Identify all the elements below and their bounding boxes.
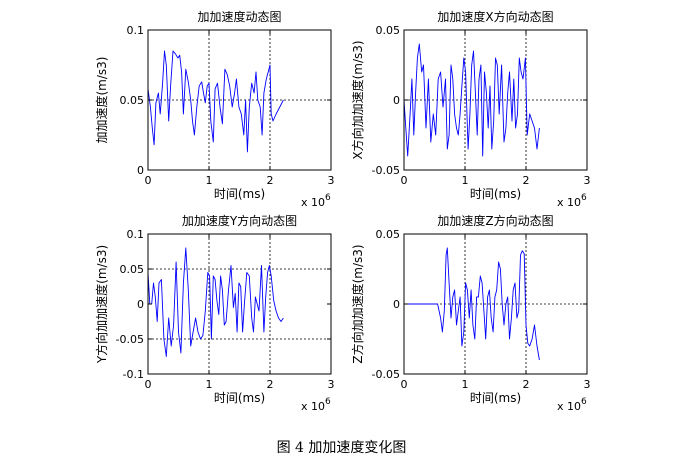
- y-tick-label: 0.05: [120, 263, 145, 276]
- chart-title: 加加速度Z方向动态图: [437, 213, 553, 228]
- x-tick-label: 0: [401, 174, 408, 187]
- x-multiplier-exponent: 6: [581, 397, 587, 407]
- x-tick-label: 3: [328, 174, 335, 187]
- x-multiplier-base: x 10: [301, 196, 325, 209]
- plot-area: [148, 234, 331, 374]
- series-line: [147, 50, 284, 153]
- x-multiplier-exponent: 6: [325, 193, 331, 203]
- x-tick-label: 1: [462, 174, 469, 187]
- x-multiplier: x 106: [557, 193, 587, 209]
- x-tick-label: 2: [267, 174, 274, 187]
- chart-title: 加加速度Y方向动态图: [182, 213, 297, 228]
- plot-area: [404, 30, 587, 170]
- x-multiplier-base: x 10: [301, 400, 325, 413]
- y-tick-label: -0.05: [372, 368, 400, 381]
- x-axis-label: 时间(ms): [214, 391, 265, 405]
- y-tick-label: 0.05: [376, 24, 401, 37]
- y-tick-label: 0: [137, 298, 144, 311]
- plot-area: [148, 30, 331, 170]
- x-tick-label: 2: [523, 378, 530, 391]
- x-multiplier: x 106: [301, 397, 331, 413]
- y-tick-label: 0.1: [127, 24, 145, 37]
- x-tick-label: 2: [267, 378, 274, 391]
- x-axis-label: 时间(ms): [470, 391, 521, 405]
- chart-title: 加加速度X方向动态图: [437, 9, 553, 24]
- x-axis-label: 时间(ms): [214, 187, 265, 201]
- x-tick-label: 3: [584, 378, 591, 391]
- y-tick-label: 0.05: [120, 94, 145, 107]
- x-multiplier-exponent: 6: [581, 193, 587, 203]
- x-tick-label: 0: [145, 174, 152, 187]
- series-line: [403, 43, 540, 157]
- y-axis-label: Y方向加加速度(m/s3): [94, 245, 109, 364]
- y-tick-label: 0: [393, 298, 400, 311]
- x-multiplier-base: x 10: [557, 196, 581, 209]
- x-multiplier-base: x 10: [557, 400, 581, 413]
- y-tick-label: 0: [137, 164, 144, 177]
- chart-title: 加加速度动态图: [197, 9, 281, 24]
- x-multiplier-exponent: 6: [325, 397, 331, 407]
- series-line: [147, 247, 284, 357]
- x-tick-label: 0: [145, 378, 152, 391]
- y-axis-label: X方向加加速度(m/s3): [350, 40, 365, 159]
- x-multiplier: x 106: [301, 193, 331, 209]
- figure-caption: 图 4 加加速度变化图: [276, 440, 407, 456]
- y-tick-label: -0.05: [116, 333, 144, 346]
- series-line: [404, 247, 540, 361]
- x-tick-label: 1: [206, 378, 213, 391]
- y-tick-label: 0.1: [127, 228, 145, 241]
- y-tick-label: -0.05: [372, 164, 400, 177]
- y-axis-label: Z方向加加速度(m/s3): [350, 244, 365, 363]
- x-tick-label: 0: [401, 378, 408, 391]
- x-tick-label: 2: [523, 174, 530, 187]
- x-axis-label: 时间(ms): [470, 187, 521, 201]
- y-axis-label: 加加速度(m/s3): [94, 57, 109, 144]
- x-tick-label: 1: [462, 378, 469, 391]
- y-tick-label: 0.05: [376, 228, 401, 241]
- y-tick-label: 0: [393, 94, 400, 107]
- x-multiplier: x 106: [557, 397, 587, 413]
- x-tick-label: 3: [584, 174, 591, 187]
- x-tick-label: 1: [206, 174, 213, 187]
- x-tick-label: 3: [328, 378, 335, 391]
- y-tick-label: -0.1: [123, 368, 144, 381]
